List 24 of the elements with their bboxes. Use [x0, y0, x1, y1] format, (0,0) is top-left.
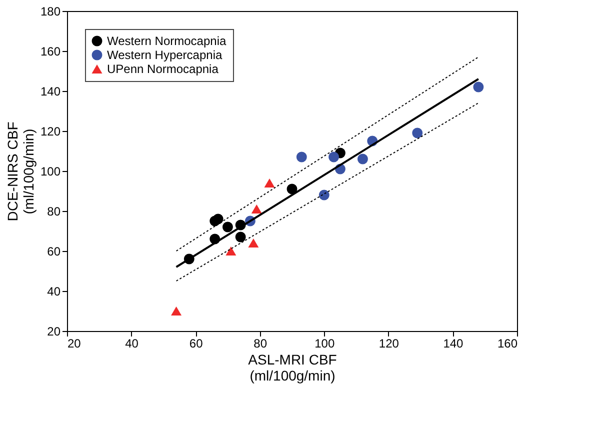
- y-tick-label: 120: [40, 124, 61, 138]
- x-tick-label: 80: [254, 336, 268, 350]
- x-tick-label: 60: [189, 336, 204, 350]
- y-tick-label: 80: [47, 204, 61, 218]
- x-tick-label: 40: [125, 336, 139, 350]
- x-tick-label: 160: [497, 336, 518, 350]
- text: DCE-NIRS CBF: [4, 122, 20, 222]
- x-tick-label: 20: [68, 336, 82, 350]
- x-tick-label: 140: [443, 336, 464, 350]
- text: ASL-MRI CBF: [248, 352, 337, 368]
- y-tick-label: 140: [40, 84, 61, 98]
- text: (ml/100g/min): [250, 368, 336, 384]
- x-tick-label: 120: [378, 336, 400, 350]
- y-tick-label: 160: [40, 44, 61, 58]
- legend-label: Western Hypercapnia: [107, 48, 222, 62]
- y-tick-label: 180: [40, 4, 61, 18]
- legend-label: UPenn Normocapnia: [107, 62, 219, 76]
- legend-label: Western Normocapnia: [107, 34, 226, 48]
- x-tick-label: 100: [314, 336, 335, 350]
- y-tick-label: 20: [47, 324, 61, 338]
- y-tick-label: 40: [47, 284, 61, 298]
- text: (ml/100g/min): [20, 128, 36, 214]
- y-tick-label: 100: [40, 164, 61, 178]
- y-tick-label: 60: [47, 244, 61, 258]
